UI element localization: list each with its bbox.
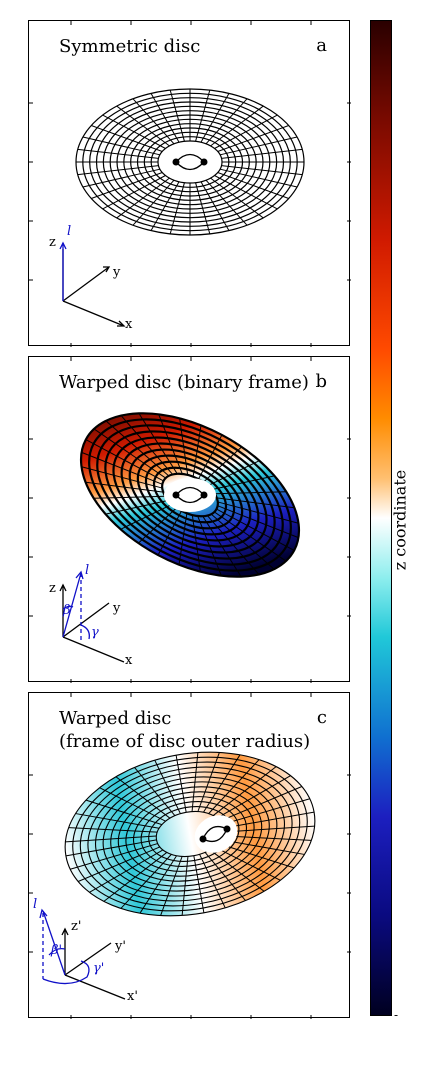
axis-beta-label: β' — [51, 943, 63, 958]
axis-z-label: z — [49, 581, 56, 596]
axis-l-label: l — [33, 897, 38, 912]
axis-x-label: x — [125, 653, 133, 668]
binary-system — [172, 153, 208, 171]
axis-gamma-label: γ' — [93, 961, 105, 976]
panel-a: Symmetric disc a z l y x — [28, 20, 351, 347]
panel-c-title-line2: (frame of disc outer radius) — [59, 731, 311, 752]
panel-c-letter: c — [316, 707, 327, 728]
panel-a-letter: a — [316, 35, 327, 56]
axis-x-label: x — [125, 317, 133, 332]
axes-triad-b — [59, 570, 125, 663]
colorbar — [370, 20, 392, 1016]
axis-gamma-label: γ — [91, 625, 99, 640]
panel-a-graphic — [29, 21, 351, 347]
panel-c-graphic — [29, 693, 351, 1019]
binary-system — [194, 815, 238, 853]
axis-z-label: z' — [71, 919, 82, 934]
axis-l-label: l — [85, 563, 90, 578]
panel-b: Warped disc (binary frame) b z l β γ y x — [28, 356, 351, 683]
panel-c-title-line1: Warped disc — [59, 708, 172, 729]
binary-system — [164, 478, 216, 512]
axis-y-label: y' — [115, 939, 126, 954]
axes-triad-a — [59, 241, 126, 327]
warped-disc-outer-frame — [64, 751, 316, 917]
axis-l-label: l — [67, 224, 72, 239]
axis-y-label: y — [113, 601, 121, 616]
panel-a-title: Symmetric disc — [59, 36, 201, 57]
panel-b-title: Warped disc (binary frame) — [59, 372, 309, 393]
colorbar-label: z coordinate — [390, 469, 410, 571]
panel-b-graphic — [29, 357, 351, 683]
colorbar-tick: - — [394, 1008, 399, 1022]
axis-z-label: z — [49, 235, 56, 250]
panel-b-letter: b — [315, 371, 327, 392]
symmetric-disc-grid — [75, 88, 305, 236]
axis-beta-label: β — [63, 603, 71, 618]
axis-x-label: x' — [127, 989, 138, 1004]
axes-triad-c — [39, 908, 126, 1000]
panel-c: Warped disc (frame of disc outer radius)… — [28, 692, 351, 1019]
axis-y-label: y — [113, 265, 121, 280]
